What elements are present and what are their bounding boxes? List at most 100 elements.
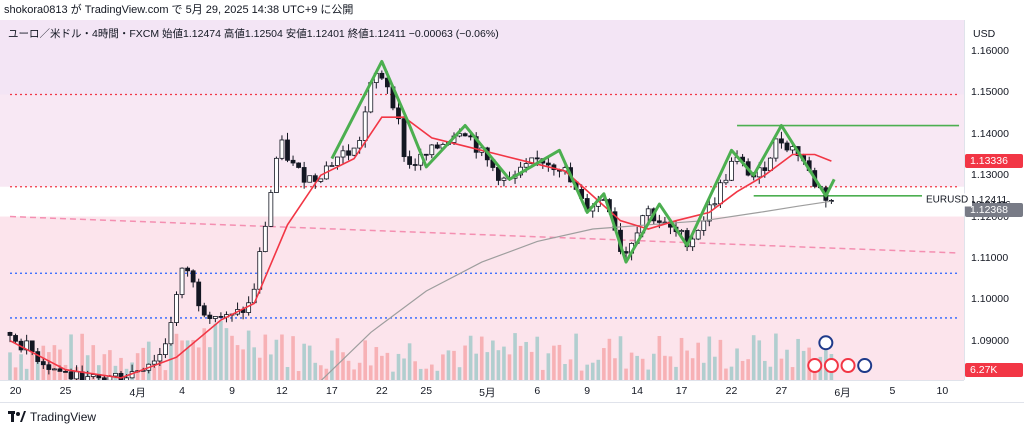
candle-down (534, 157, 540, 160)
price-tick-label: 1.11000 (971, 251, 1009, 264)
volume-bar (257, 357, 262, 380)
legend-open-label: 始値 (162, 28, 184, 40)
volume-bar (596, 359, 601, 380)
volume-bar (613, 358, 617, 380)
volume-bar (97, 365, 101, 380)
volume-bar (602, 348, 606, 380)
volume-bar (374, 347, 379, 380)
volume-bar (524, 341, 528, 380)
candle-up (318, 178, 324, 182)
candle-up (729, 160, 734, 181)
volume-bar (385, 352, 390, 380)
candle-down (784, 142, 790, 151)
candle-up (429, 144, 435, 156)
candle-up (695, 230, 701, 240)
candle-up (357, 140, 363, 149)
volume-bar (368, 365, 373, 380)
volume-bar (163, 370, 168, 380)
price-zone (0, 94, 964, 187)
volume-bar (380, 355, 384, 380)
chart-plot-area[interactable]: ユーロ／米ドル・4時間・FXCM 始値1.12474 高値1.12504 安値1… (0, 20, 964, 380)
volume-bar (502, 346, 506, 380)
legend-change: −0.00063 (−0.06%) (408, 28, 499, 40)
volume-bar (146, 341, 151, 380)
volume-bar (302, 343, 306, 380)
volume-bar (685, 350, 689, 380)
candle-down (68, 371, 74, 380)
time-tick-label: 6 (534, 385, 541, 397)
candle-up (157, 354, 163, 362)
volume-bar (479, 336, 484, 380)
volume-bar (624, 368, 628, 380)
candle-down (545, 162, 551, 166)
volume-bar (52, 345, 57, 380)
volume-bar (424, 368, 429, 380)
legend-symbol: ユーロ／米ドル・4時間・FXCM (8, 28, 160, 40)
volume-bar (774, 333, 778, 380)
long-ma-price-badge: 1.12368 (965, 202, 1023, 217)
economic-event-icon (823, 358, 839, 374)
volume-bar (330, 350, 334, 380)
volume-bar (235, 345, 240, 380)
volume-bar (407, 343, 412, 380)
brand[interactable]: TradingView (8, 410, 96, 424)
legend-close-label: 終値 (347, 28, 369, 40)
time-tick-label: 22 (725, 385, 738, 397)
publish-header: shokora0813 が TradingView.com で 5月 29, 2… (0, 0, 1024, 20)
volume-bar (191, 339, 195, 380)
time-tick-label: 4月 (129, 387, 146, 399)
volume-bar (135, 353, 140, 380)
candle-up (701, 220, 707, 231)
volume-bar (58, 349, 62, 380)
candle-up (679, 230, 684, 233)
volume-bar (208, 347, 212, 380)
volume-bar (746, 359, 750, 380)
volume-bar (13, 367, 18, 380)
candle-down (779, 138, 784, 144)
long-moving-average-line (320, 200, 832, 380)
volume-bar (652, 353, 656, 380)
volume-bar (585, 364, 589, 380)
candle-up (712, 203, 718, 206)
volume-bar (141, 347, 145, 380)
brand-name: TradingView (30, 410, 97, 424)
volume-bar (335, 338, 340, 380)
price-zone (0, 216, 964, 380)
volume-bar (491, 340, 495, 380)
candle-down (13, 335, 18, 342)
volume-bar (202, 328, 207, 380)
volume-bar (224, 328, 229, 380)
last-price-badge: 1.12411 (970, 193, 1008, 206)
ohlc-legend: ユーロ／米ドル・4時間・FXCM 始値1.12474 高値1.12504 安値1… (8, 26, 499, 41)
candle-up (501, 177, 507, 181)
candle-up (307, 175, 313, 183)
candle-up (151, 360, 157, 365)
candle-up (257, 251, 263, 290)
volume-bar (307, 345, 312, 380)
candle-down (623, 251, 629, 254)
volume-bar (296, 371, 301, 380)
volume-bar (69, 334, 73, 380)
legend-high: 1.12504 (244, 28, 283, 40)
candle-down (462, 133, 468, 137)
price-axis[interactable]: USD 1.160001.150001.140001.130001.120001… (964, 20, 1024, 380)
volume-bar (352, 369, 356, 380)
time-axis[interactable]: 20 25 4月 4 9 12 17 22 25 5月 6 9 14 17 22 27 6月 5 10 (0, 380, 964, 403)
price-tick-label: 1.14000 (971, 127, 1009, 140)
volume-bar (85, 355, 90, 380)
time-tick-label: 14 (631, 385, 643, 397)
volume-bar (319, 365, 323, 380)
time-tick-label: 27 (775, 385, 788, 397)
time-tick-label: 25 (59, 385, 72, 397)
candle-down (101, 377, 107, 380)
candlestick-chart[interactable] (0, 20, 964, 380)
candle-down (196, 281, 202, 307)
volume-bar (546, 353, 551, 380)
volume-bar (757, 340, 762, 380)
volume-bar (640, 358, 645, 380)
volume-bar (246, 330, 251, 380)
candle-down (346, 150, 351, 156)
economic-event-icon (840, 358, 856, 374)
price-zone (0, 20, 964, 95)
publish-info: shokora0813 が TradingView.com で 5月 29, 2… (4, 4, 354, 16)
